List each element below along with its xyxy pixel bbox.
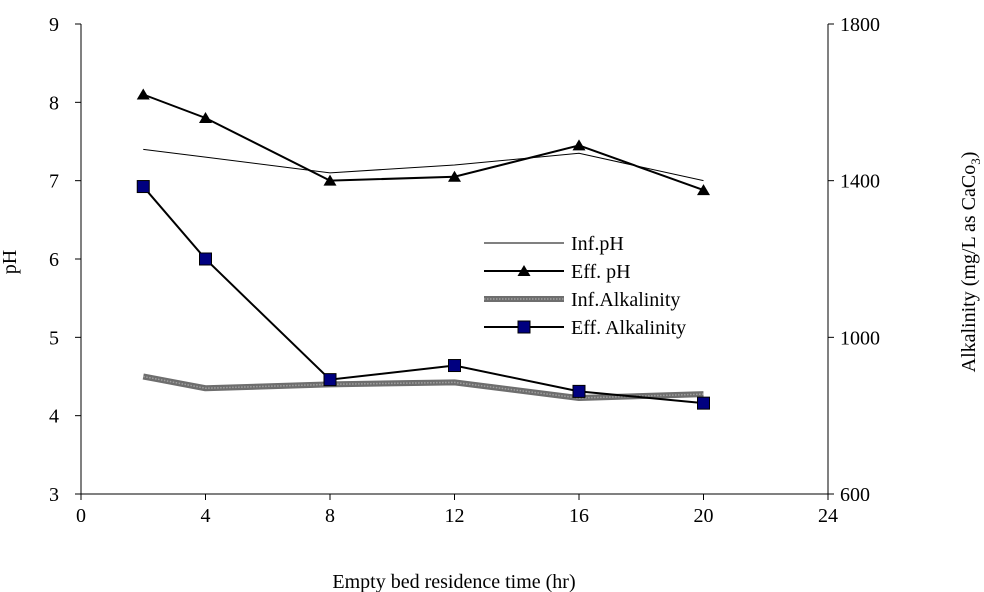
x-tick-label: 20	[694, 505, 714, 527]
y-tick-label: 6	[49, 249, 59, 271]
y-tick-label: 4	[49, 406, 59, 428]
legend: Inf.pH Eff. pH Inf.Alkalinity Eff. Alkalini…	[484, 233, 686, 339]
series-eff-alkalinity-line	[142, 185, 704, 405]
series-eff-ph-point	[199, 112, 212, 123]
series-eff-ph-point	[697, 184, 710, 196]
series-eff-ph-point	[323, 174, 337, 186]
y2-tick-label: 1000	[840, 327, 880, 349]
y2-axis-title-subscript: 3	[968, 158, 983, 165]
series-eff-ph-point	[136, 88, 150, 100]
y2-tick-label: 600	[840, 484, 870, 506]
y-tick-label: 9	[49, 14, 59, 36]
legend-eff-ph-marker	[517, 265, 531, 276]
x-tick-label: 8	[325, 505, 335, 527]
series-layer	[136, 88, 710, 410]
y-tick-label: 3	[49, 484, 59, 506]
y-tick-label: 7	[49, 171, 59, 193]
x-axis-title: Empty bed residence time (hr)	[332, 571, 575, 592]
legend-inf-ph-label: Inf.pH	[571, 233, 624, 255]
series-eff-alkalinity-point	[448, 359, 461, 373]
legend-eff-alkalinity-label: Eff. Alkalinity	[571, 317, 686, 339]
series-eff-alkalinity-point	[136, 180, 150, 194]
series-eff-ph-point	[572, 139, 586, 151]
series-eff-alkalinity-point	[572, 384, 586, 398]
y2-axis-title-main: Alkalinity (mg/L as CaCo	[958, 165, 980, 373]
x-tick-label: 4	[201, 505, 211, 527]
series-eff-alkalinity-point	[697, 396, 710, 410]
x-tick-label: 0	[76, 505, 86, 527]
legend-eff-ph-label: Eff. pH	[571, 261, 631, 283]
y-axis-title: pH	[0, 250, 21, 274]
legend-inf-alkalinity-label: Inf.Alkalinity	[571, 289, 680, 311]
series-eff-alkalinity-point	[323, 373, 337, 387]
y-tick-label: 5	[49, 327, 59, 349]
series-eff-ph-point	[448, 170, 461, 182]
y-tick-label: 8	[49, 92, 59, 114]
x-tick-label: 24	[818, 505, 838, 527]
axes: 0 4 8 12 16 20 24 3 4 5 6 7 8 9 600 1000 1400 1800	[49, 14, 880, 527]
series-inf-alkalinity-texture	[143, 375, 704, 399]
y2-tick-label: 1800	[840, 14, 880, 36]
legend-eff-alkalinity-marker	[517, 320, 531, 334]
x-tick-label: 16	[569, 505, 589, 527]
series-inf-ph-line	[143, 148, 704, 182]
y2-axis-title: Alkalinity (mg/L as CaCo3)	[958, 152, 983, 373]
x-tick-label: 12	[445, 505, 465, 527]
series-eff-ph-line	[142, 93, 704, 192]
y2-axis-title-close: )	[958, 152, 980, 159]
series-eff-alkalinity-point	[199, 252, 212, 266]
y2-tick-label: 1400	[840, 171, 880, 193]
